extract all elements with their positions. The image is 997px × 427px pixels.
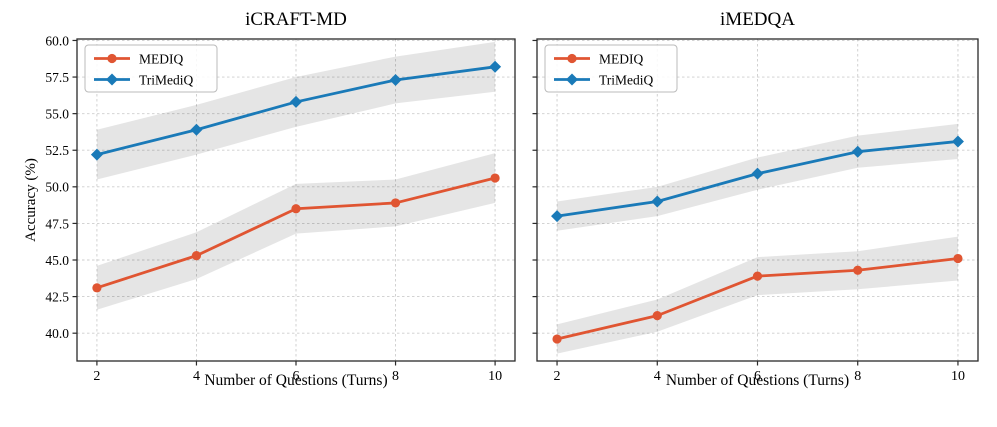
x-tick-label: 2 [554,369,561,384]
x-tick-label: 6 [293,369,300,384]
x-tick-label: 8 [392,369,399,384]
trimediq-marker [90,148,103,161]
panel-imedqa: 2 4 6 8 10 MEDIQ TriMediQ [532,38,979,384]
mediq-marker [390,198,401,208]
trimediq-marker [951,135,964,148]
x-tick-label: 6 [754,369,761,384]
mediq-marker [853,265,863,275]
legend: MEDIQ TriMediQ [544,44,678,93]
legend-label: MEDIQ [139,51,183,66]
mediq-marker [92,283,102,293]
x-tick-label: 10 [488,369,502,384]
trimediq-marker [389,73,402,86]
x-tick-label: 4 [193,369,200,384]
trimediq-marker [651,195,664,208]
x-axis-label-left: Number of Questions (Turns) [204,372,388,389]
y-tick-label: 50.0 [45,180,69,195]
panel-icraft-md: 40.0 42.5 45.0 47.5 50.0 52.5 55.0 57.5 60.0 2 4 6 8… [45,33,516,384]
mediq-marker [752,271,763,281]
x-axis-label-right: Number of Questions (Turns) [665,372,850,389]
mediq-marker [291,204,301,214]
trimediq-marker [851,145,864,158]
y-tick-label: 55.0 [45,107,69,122]
legend-trimediq-marker [566,73,578,86]
y-tick-label: 47.5 [45,216,69,231]
mediq-marker [191,251,202,261]
legend-mediq-marker [107,53,117,64]
y-tick-label: 42.5 [45,289,69,304]
x-tick-label: 2 [93,369,100,384]
trimediq-marker [190,123,203,136]
trimediq-marker [551,210,564,223]
mediq-marker [652,311,662,321]
y-tick-label: 40.0 [45,326,69,341]
mediq-marker [953,253,963,264]
legend-label: MEDIQ [599,51,643,66]
legend: MEDIQ TriMediQ [84,44,218,93]
legend-mediq-marker [567,53,577,64]
y-tick-label: 45.0 [45,253,69,268]
panel-title-right: iMEDQA [720,9,795,30]
legend-label: TriMediQ [599,72,654,87]
trimediq-marker [751,167,764,180]
mediq-marker [490,173,500,183]
legend-label: TriMediQ [139,72,194,87]
trimediq-marker [489,60,502,73]
y-tick-label: 52.5 [45,143,69,158]
legend-trimediq-marker [106,73,118,86]
x-tick-label: 10 [951,369,965,384]
mediq-confidence-band [96,153,496,310]
trimediq-marker [290,95,302,108]
mediq-marker [552,334,562,344]
panel-title-left: iCRAFT-MD [245,9,347,30]
y-axis-label: Accuracy (%) [22,158,39,242]
x-tick-label: 4 [654,369,661,384]
x-tick-label: 8 [854,369,861,384]
y-tick-label: 60.0 [45,33,69,48]
y-tick-label: 57.5 [45,70,69,85]
